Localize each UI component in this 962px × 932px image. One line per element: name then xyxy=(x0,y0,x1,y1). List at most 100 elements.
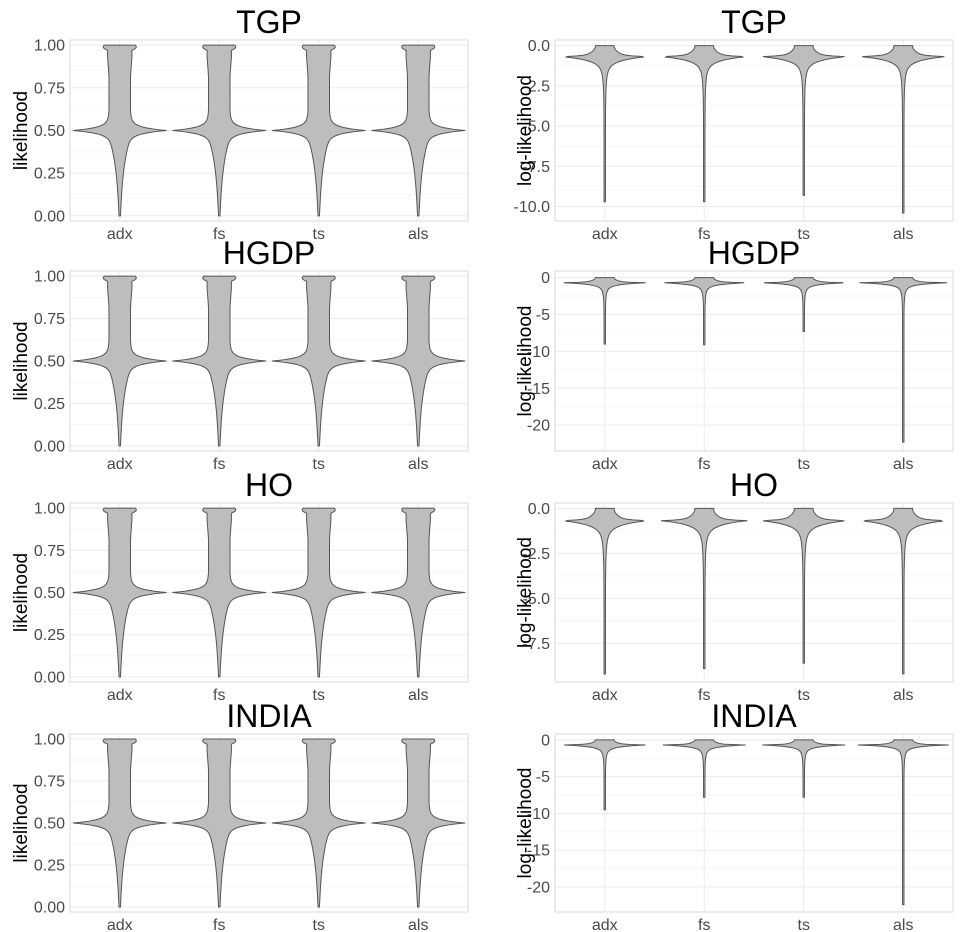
y-axis-label: likelihood xyxy=(11,91,32,170)
panel-ho-log-likelihood: 0.0 -2.5 -5.0 -7.5 adx fs ts als log-likelihood H… xyxy=(515,467,954,704)
violin-ts xyxy=(764,277,844,332)
panel-title: HO xyxy=(730,467,778,503)
y-tick-label: 0.50 xyxy=(34,354,65,371)
y-tick-label: 0.50 xyxy=(34,816,65,833)
violin-als xyxy=(863,507,944,675)
panel-border xyxy=(69,502,469,683)
panel-title: HGDP xyxy=(708,235,800,271)
y-tick-label: -5.0 xyxy=(522,591,550,608)
x-tick-label: fs xyxy=(698,917,710,932)
panel-border xyxy=(554,270,954,452)
panel-border xyxy=(69,39,469,222)
violin-als xyxy=(859,277,948,443)
panel-ho-likelihood: 0.00 0.25 0.50 0.75 1.00 adx fs ts als likelihood… xyxy=(11,467,469,704)
y-tick-label: -15 xyxy=(527,381,550,398)
x-tick-label: fs xyxy=(213,226,225,243)
y-tick-label: 0.25 xyxy=(34,396,65,413)
y-tick-label: -7.5 xyxy=(522,159,550,176)
violin-fs xyxy=(172,507,267,678)
x-tick-label: ts xyxy=(798,687,810,704)
violin-fs xyxy=(172,44,267,217)
panel-border xyxy=(554,502,954,683)
violin-fs xyxy=(662,739,746,798)
violin-fs xyxy=(661,507,748,670)
y-tick-label: 0.75 xyxy=(34,774,65,791)
y-tick-label: 0.75 xyxy=(34,543,65,560)
panel-india-likelihood: 0.00 0.25 0.50 0.75 1.00 adx fs ts als likelihood… xyxy=(11,698,469,932)
panel-title: INDIA xyxy=(711,698,797,734)
violin-als xyxy=(371,275,466,447)
violin-fs xyxy=(172,738,267,908)
y-tick-label: 0.75 xyxy=(34,311,65,328)
panel-title: TGP xyxy=(721,4,787,40)
violin-als xyxy=(371,44,466,217)
y-tick-label: -2.5 xyxy=(522,546,550,563)
panel-title: INDIA xyxy=(226,698,312,734)
x-tick-label: fs xyxy=(698,456,710,473)
x-tick-label: fs xyxy=(698,226,710,243)
y-tick-label: 0.00 xyxy=(34,899,65,916)
y-tick-label: 0.50 xyxy=(34,123,65,140)
x-tick-label: fs xyxy=(213,687,225,704)
y-tick-label: -5 xyxy=(536,307,550,324)
violin-ts xyxy=(271,44,366,217)
x-tick-label: adx xyxy=(592,917,618,932)
panel-tgp-likelihood: 0.00 0.25 0.50 0.75 1.00 adx fs ts als likelihood… xyxy=(11,4,469,243)
y-tick-label: -15 xyxy=(527,843,550,860)
y-tick-label: 0.50 xyxy=(34,585,65,602)
x-tick-label: adx xyxy=(592,456,618,473)
panel-title: HGDP xyxy=(223,235,315,271)
panel-hgdp-likelihood: 0.00 0.25 0.50 0.75 1.00 adx fs ts als likelihood… xyxy=(11,235,469,473)
x-tick-label: adx xyxy=(592,226,618,243)
y-tick-label: -5 xyxy=(536,769,550,786)
y-tick-label: 0.00 xyxy=(34,669,65,686)
panel-india-log-likelihood: 0 -5 -10 -15 -20 adx fs ts als log-likelihood INDI… xyxy=(515,698,954,932)
y-tick-label: -5.0 xyxy=(522,119,550,136)
violin-als xyxy=(862,45,945,214)
panel-border xyxy=(554,733,954,913)
violin-ts xyxy=(763,507,845,664)
violin-fs xyxy=(664,277,745,346)
violin-fs xyxy=(664,45,745,203)
panel-title: TGP xyxy=(236,4,302,40)
x-tick-label: adx xyxy=(592,687,618,704)
y-tick-label: -2.5 xyxy=(522,78,550,95)
y-tick-label: 0.0 xyxy=(528,38,550,55)
panel-title: HO xyxy=(245,467,293,503)
x-tick-label: als xyxy=(893,456,913,473)
violin-ts xyxy=(271,275,366,447)
x-tick-label: adx xyxy=(107,456,133,473)
y-tick-label: 0 xyxy=(541,270,550,287)
x-tick-label: fs xyxy=(698,687,710,704)
x-tick-label: fs xyxy=(213,456,225,473)
x-tick-label: fs xyxy=(213,917,225,932)
violin-adx xyxy=(563,739,646,811)
panel-border xyxy=(69,270,469,452)
violin-ts xyxy=(762,45,845,196)
y-tick-label: 1.00 xyxy=(34,269,65,286)
y-tick-label: -20 xyxy=(527,879,550,896)
x-tick-label: als xyxy=(408,687,428,704)
y-axis-label: log-likelihood xyxy=(515,768,536,879)
x-tick-label: ts xyxy=(798,456,810,473)
panel-tgp-log-likelihood: 0.0 -2.5 -5.0 -7.5 -10.0 adx fs ts als log-likeli… xyxy=(514,4,954,243)
y-axis-label: log-likelihood xyxy=(515,75,536,186)
x-tick-label: ts xyxy=(313,226,325,243)
y-tick-label: -20 xyxy=(527,418,550,435)
y-axis-label: log-likelihood xyxy=(515,306,536,417)
y-tick-label: 1.00 xyxy=(34,38,65,55)
y-tick-label: 0.25 xyxy=(34,857,65,874)
x-tick-label: ts xyxy=(798,917,810,932)
violin-ts xyxy=(762,739,846,798)
y-tick-label: 0.75 xyxy=(34,80,65,97)
violin-adx xyxy=(72,738,167,908)
y-axis-label: likelihood xyxy=(11,321,32,400)
violin-ts xyxy=(271,507,366,678)
violin-fs xyxy=(172,275,267,447)
x-tick-label: adx xyxy=(107,226,133,243)
y-axis-label: log-likelihood xyxy=(515,537,536,648)
y-axis-label: likelihood xyxy=(11,783,32,862)
y-tick-label: -10.0 xyxy=(514,199,551,216)
x-tick-label: als xyxy=(893,687,913,704)
